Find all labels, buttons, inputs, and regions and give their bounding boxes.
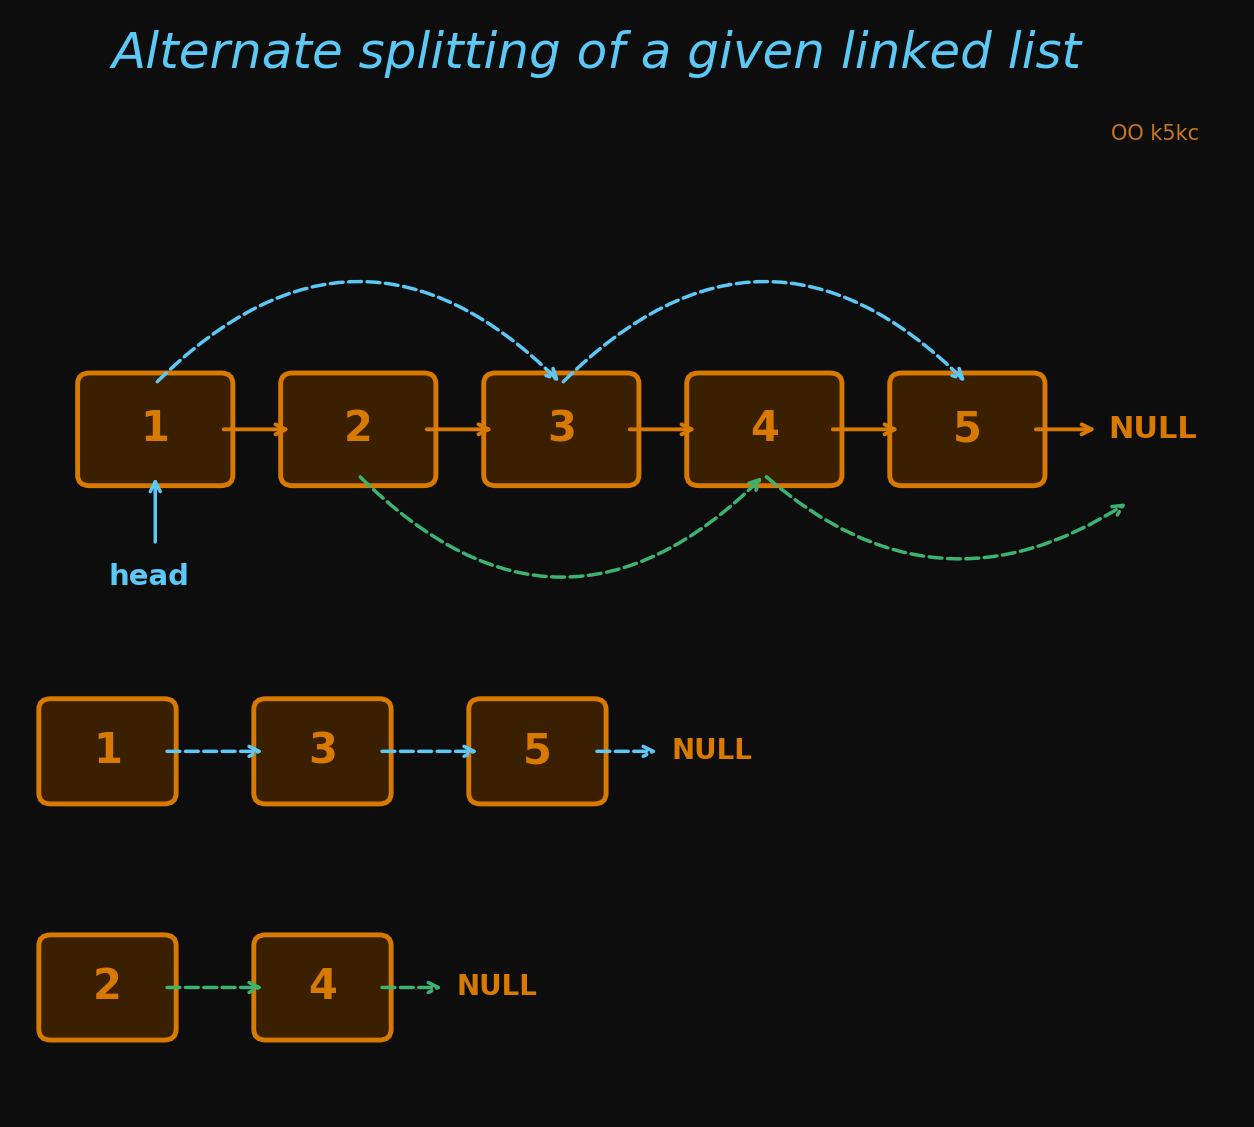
Text: head: head [109, 564, 189, 591]
Text: 3: 3 [547, 408, 576, 451]
FancyBboxPatch shape [890, 373, 1045, 486]
Text: 2: 2 [344, 408, 372, 451]
Text: OO k5kc: OO k5kc [1111, 124, 1199, 144]
Text: 5: 5 [523, 730, 552, 772]
Text: NULL: NULL [1109, 415, 1198, 444]
Text: 3: 3 [308, 730, 337, 772]
FancyBboxPatch shape [39, 699, 176, 804]
FancyBboxPatch shape [253, 935, 391, 1040]
FancyBboxPatch shape [484, 373, 640, 486]
Text: 2: 2 [93, 967, 122, 1009]
Text: 5: 5 [953, 408, 982, 451]
FancyBboxPatch shape [253, 699, 391, 804]
Text: 4: 4 [308, 967, 337, 1009]
Text: Alternate splitting of a given linked list: Alternate splitting of a given linked li… [112, 29, 1082, 78]
FancyBboxPatch shape [39, 935, 176, 1040]
FancyBboxPatch shape [78, 373, 233, 486]
FancyBboxPatch shape [469, 699, 606, 804]
Text: NULL: NULL [672, 737, 752, 765]
FancyBboxPatch shape [687, 373, 841, 486]
Text: NULL: NULL [456, 974, 538, 1002]
FancyBboxPatch shape [281, 373, 436, 486]
Text: 1: 1 [140, 408, 169, 451]
Text: 1: 1 [93, 730, 122, 772]
Text: 4: 4 [750, 408, 779, 451]
